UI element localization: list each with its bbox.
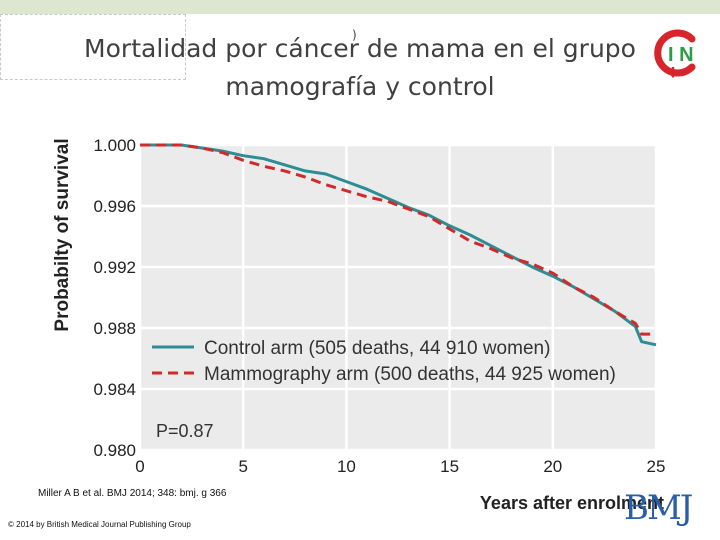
x-tick-label: 5 [238,457,247,476]
grid-lines [138,143,658,452]
x-tick-label: 25 [647,457,666,476]
top-accent-bar [0,0,720,14]
series-lines [140,143,657,347]
title-mark: ) [352,28,357,42]
copyright: © 2014 by British Medical Journal Publis… [8,520,191,529]
citation: Miller A B et al. BMJ 2014; 348: bmj. g … [38,488,227,499]
y-tick-label: 0.984 [93,380,136,399]
y-tick-label: 0.992 [93,258,136,277]
y-tick-label: 1.000 [93,136,136,155]
mammography-arm-line [140,143,656,336]
plot-area [140,145,656,450]
title-line-1: Mortalidad por cáncer de mama en el grup… [84,34,636,63]
logo-arrow [669,67,677,79]
y-tick-label: 0.996 [93,197,136,216]
logo-letters: I N [668,44,694,66]
legend-label: Control arm (505 deaths, 44 910 women) [204,338,550,359]
y-tick-label: 0.980 [93,441,136,460]
x-axis-label: Years after enrolment [480,493,664,513]
x-tick-label: 0 [135,457,144,476]
y-tick-labels: 1.000 0.996 0.992 0.988 0.984 0.980 [93,136,136,460]
x-tick-label: 10 [337,457,356,476]
x-tick-label: 15 [440,457,459,476]
cin-logo-icon: I N [654,29,696,79]
y-tick-label: 0.988 [93,319,136,338]
p-value-annotation: P=0.87 [156,421,214,441]
logo-c-arc [654,29,696,77]
slide-title: Mortalidad por cáncer de mama en el grup… [40,30,680,106]
bmj-logo: BMJ [624,488,693,528]
placeholder-box [0,14,186,80]
y-axis-label: Probabilty of survival [52,138,73,331]
legend: Control arm (505 deaths, 44 910 women) Ma… [152,338,616,385]
title-line-2: mamografía y control [225,72,495,101]
x-tick-labels: 0 5 10 15 20 25 [135,457,665,476]
legend-label: Mammography arm (500 deaths, 44 925 wome… [204,364,616,385]
x-tick-label: 20 [543,457,562,476]
